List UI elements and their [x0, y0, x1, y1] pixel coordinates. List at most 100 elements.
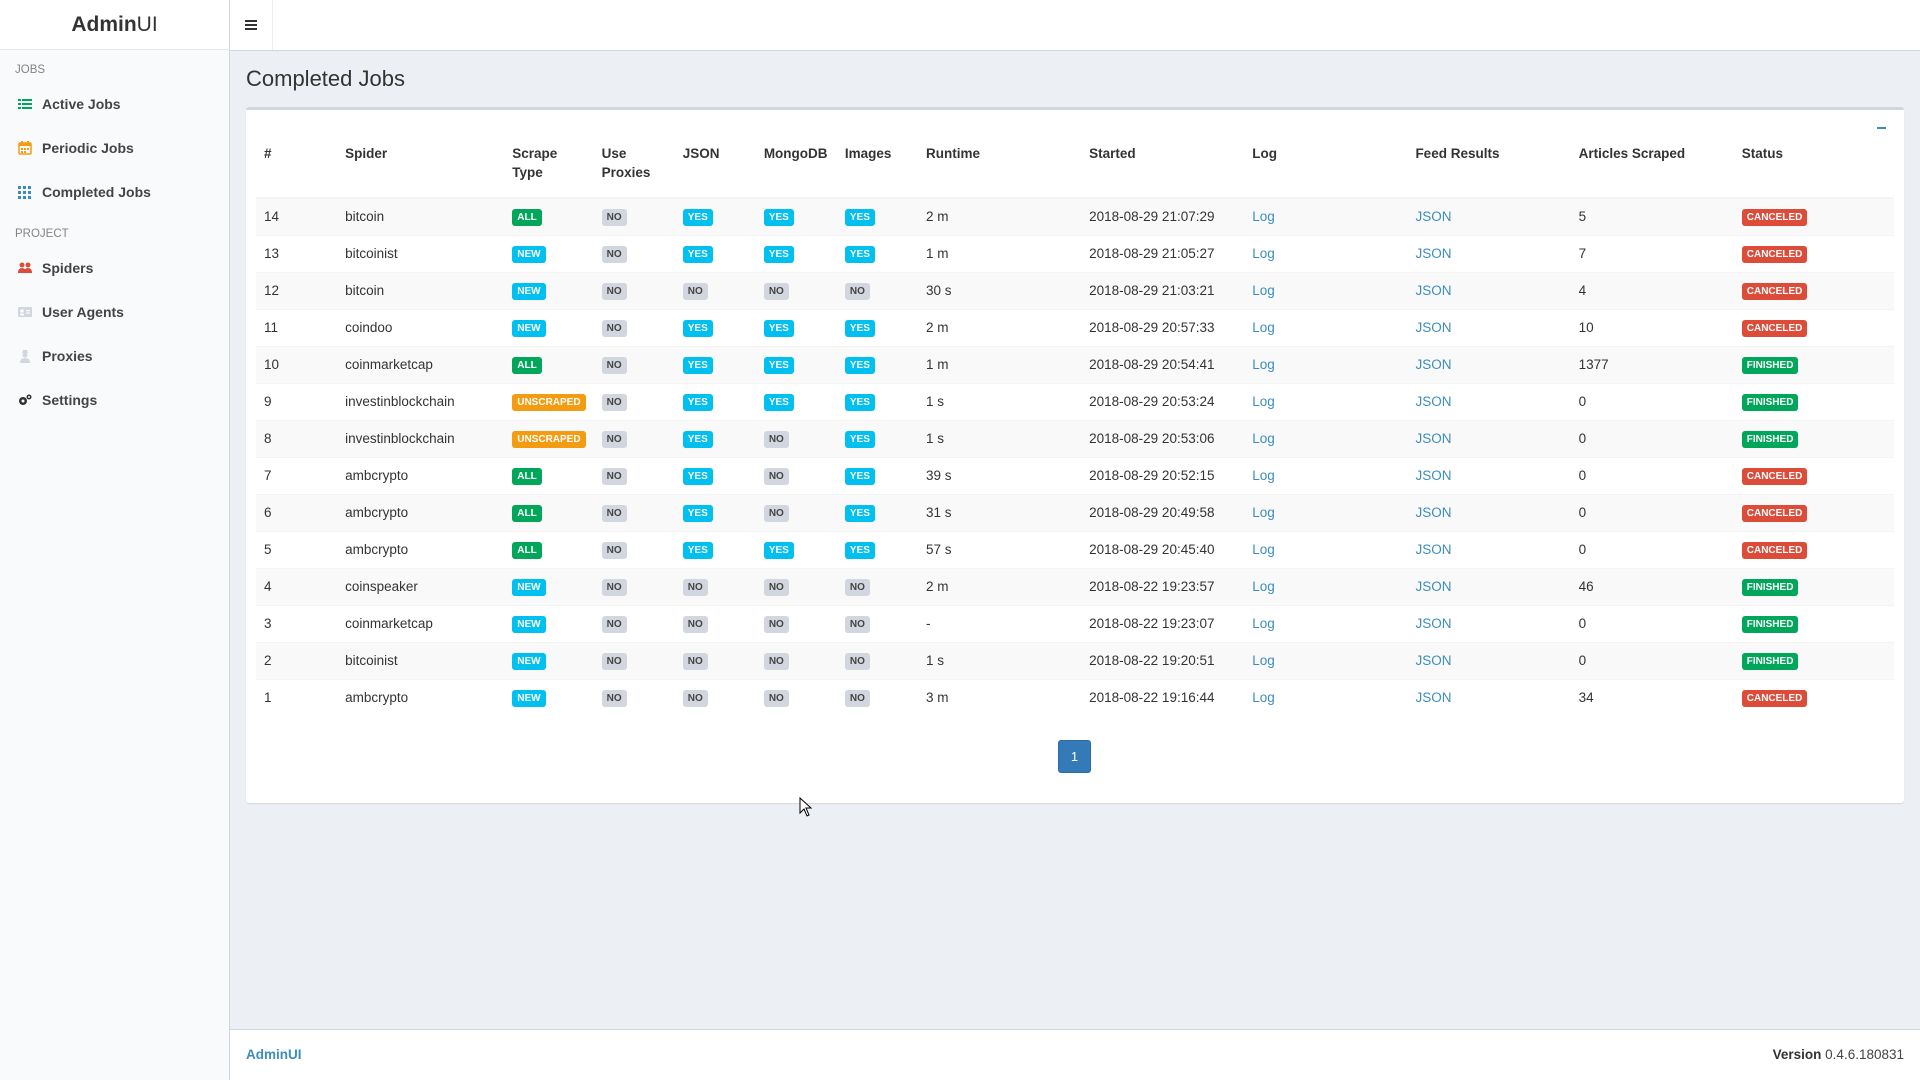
- json-badge: NO: [682, 689, 708, 707]
- runtime-text: 2 m: [925, 209, 949, 225]
- log-link[interactable]: Log: [1252, 209, 1275, 225]
- mongodb-badge: YES: [763, 319, 794, 337]
- cell-images: YES: [836, 382, 918, 420]
- log-link[interactable]: Log: [1252, 283, 1275, 298]
- log-link[interactable]: Log: [1252, 468, 1275, 483]
- footer-brand-link[interactable]: AdminUI: [246, 1047, 302, 1062]
- started-text: 2018-08-29 20:45:40: [1089, 542, 1215, 557]
- sidebar-item-label: Completed Jobs: [42, 184, 151, 200]
- log-link[interactable]: Log: [1252, 246, 1275, 261]
- cell-status: CANCELED: [1733, 530, 1894, 568]
- feed-json-link[interactable]: JSON: [1415, 579, 1452, 594]
- runtime-text: -: [925, 616, 931, 631]
- sidebar-item-proxies[interactable]: Proxies: [0, 334, 229, 378]
- cell-log: Log: [1244, 419, 1408, 457]
- log-link[interactable]: Log: [1252, 653, 1275, 668]
- sidebar-item-user-agents[interactable]: User Agents: [0, 290, 229, 334]
- cell-runtime: 1 m: [917, 234, 1082, 272]
- started-text: 2018-08-22 19:23:57: [1089, 579, 1215, 594]
- feed-json-link[interactable]: JSON: [1415, 468, 1452, 483]
- table-header-row: # Spider Scrape Type Use Proxies JSON Mo…: [256, 144, 1894, 199]
- log-link[interactable]: Log: [1252, 505, 1275, 520]
- sidebar-item-spiders[interactable]: Spiders: [0, 246, 229, 290]
- spider-text: bitcoinist: [345, 246, 398, 261]
- log-link[interactable]: Log: [1252, 616, 1275, 631]
- feed-json-link[interactable]: JSON: [1415, 283, 1452, 298]
- feed-json-link[interactable]: JSON: [1415, 690, 1452, 706]
- cell-images: YES: [836, 234, 918, 272]
- cell-status: CANCELED: [1733, 234, 1894, 272]
- feed-json-link[interactable]: JSON: [1415, 505, 1452, 520]
- cell-scrape-type: UNSCRAPED: [504, 419, 594, 457]
- images-badge: YES: [844, 245, 875, 263]
- scrape-type-badge: NEW: [512, 652, 546, 670]
- images-badge: YES: [844, 541, 875, 559]
- cell-scrape-type: NEW: [504, 308, 594, 346]
- cell-images: YES: [836, 456, 918, 494]
- log-link[interactable]: Log: [1252, 394, 1275, 409]
- log-link[interactable]: Log: [1252, 542, 1275, 557]
- log-link[interactable]: Log: [1252, 320, 1275, 335]
- cell-articles-scraped: 0: [1570, 493, 1734, 531]
- cell-runtime: 1 s: [917, 419, 1082, 457]
- cell-articles-scraped: 34: [1570, 678, 1734, 716]
- cell-mongodb: NO: [755, 641, 837, 679]
- cell-id: 8: [256, 419, 338, 457]
- cell-json: NO: [674, 678, 756, 716]
- spider-text: coinmarketcap: [345, 616, 433, 631]
- cell-id: 13: [256, 234, 338, 272]
- log-link[interactable]: Log: [1252, 357, 1275, 372]
- sidebar-item-completed-jobs[interactable]: Completed Jobs: [0, 170, 229, 214]
- feed-json-link[interactable]: JSON: [1415, 653, 1452, 668]
- cell-scrape-type: NEW: [504, 234, 594, 272]
- use-proxies-badge: NO: [601, 504, 627, 522]
- mongodb-badge: YES: [763, 245, 794, 263]
- cell-json: YES: [674, 493, 756, 531]
- json-badge: YES: [682, 245, 713, 263]
- sidebar-toggle-button[interactable]: [230, 0, 273, 50]
- id-text: 11: [264, 320, 279, 335]
- cell-images: YES: [836, 308, 918, 346]
- log-link[interactable]: Log: [1252, 690, 1275, 706]
- top-navbar: [230, 0, 1920, 51]
- cell-runtime: 3 m: [917, 678, 1082, 716]
- json-badge: YES: [682, 504, 713, 522]
- cell-status: FINISHED: [1733, 567, 1894, 605]
- sidebar-item-label: Spiders: [42, 260, 94, 276]
- feed-json-link[interactable]: JSON: [1415, 616, 1452, 631]
- feed-json-link[interactable]: JSON: [1415, 357, 1452, 372]
- cell-use-proxies: NO: [593, 197, 675, 235]
- feed-json-link[interactable]: JSON: [1415, 542, 1452, 557]
- collapse-box-button[interactable]: [1876, 120, 1888, 132]
- sidebar-item-periodic-jobs[interactable]: Periodic Jobs: [0, 126, 229, 170]
- log-link[interactable]: Log: [1252, 579, 1275, 594]
- sidebar-item-settings[interactable]: Settings: [0, 378, 229, 422]
- runtime-text: 30 s: [925, 283, 952, 298]
- nav-header-jobs: JOBS: [15, 64, 46, 76]
- status-badge: CANCELED: [1741, 504, 1808, 522]
- cell-use-proxies: NO: [593, 567, 675, 605]
- feed-json-link[interactable]: JSON: [1415, 209, 1452, 225]
- sidebar-item-active-jobs[interactable]: Active Jobs: [0, 82, 229, 126]
- logo[interactable]: AdminUI: [0, 0, 229, 50]
- started-text: 2018-08-29 20:54:41: [1089, 357, 1215, 372]
- scrape-type-badge: UNSCRAPED: [512, 393, 586, 411]
- grid-icon: [18, 185, 32, 199]
- cell-log: Log: [1244, 271, 1408, 309]
- json-badge: YES: [682, 393, 713, 411]
- cell-status: CANCELED: [1733, 197, 1894, 235]
- log-link[interactable]: Log: [1252, 431, 1275, 446]
- cell-status: CANCELED: [1733, 678, 1894, 716]
- mongodb-badge: NO: [763, 689, 789, 707]
- spider-text: coinspeaker: [345, 579, 418, 594]
- feed-json-link[interactable]: JSON: [1415, 431, 1452, 446]
- scrape-type-badge: NEW: [512, 689, 546, 707]
- feed-json-link[interactable]: JSON: [1415, 246, 1452, 261]
- pagination-page-1[interactable]: 1: [1058, 740, 1091, 773]
- cell-status: CANCELED: [1733, 493, 1894, 531]
- cell-id: 1: [256, 678, 338, 716]
- use-proxies-badge: NO: [601, 541, 627, 559]
- cell-status: FINISHED: [1733, 641, 1894, 679]
- feed-json-link[interactable]: JSON: [1415, 394, 1452, 409]
- feed-json-link[interactable]: JSON: [1415, 320, 1452, 335]
